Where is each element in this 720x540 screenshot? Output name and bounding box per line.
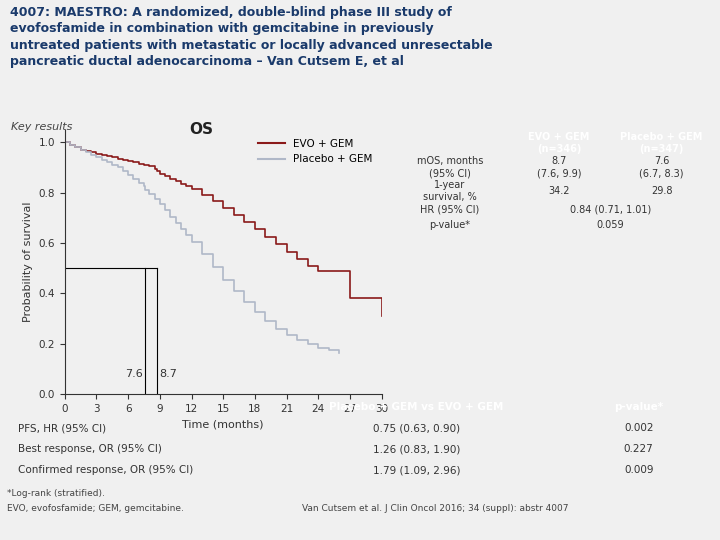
Text: 0.227: 0.227 [624,444,654,454]
Text: 8.7: 8.7 [159,369,177,379]
Text: 1-year
survival, %: 1-year survival, % [423,180,477,202]
Text: Placebo + GEM vs EVO + GEM: Placebo + GEM vs EVO + GEM [329,402,503,413]
Text: Van Cutsem et al. J Clin Oncol 2016; 34 (suppl): abstr 4007: Van Cutsem et al. J Clin Oncol 2016; 34 … [302,504,569,513]
Text: HR (95% CI): HR (95% CI) [420,205,480,215]
Text: 0.009: 0.009 [624,465,654,475]
Text: 0.002: 0.002 [624,423,654,433]
X-axis label: Time (months): Time (months) [182,420,264,429]
Text: 7.6: 7.6 [125,369,143,379]
Text: 0.059: 0.059 [596,220,624,229]
Text: OS: OS [189,122,214,137]
Text: 4007: MAESTRO: A randomized, double-blind phase III study of
evofosfamide in com: 4007: MAESTRO: A randomized, double-blin… [10,5,493,68]
Text: Confirmed response, OR (95% CI): Confirmed response, OR (95% CI) [18,465,193,475]
Text: 1.79 (1.09, 2.96): 1.79 (1.09, 2.96) [373,465,460,475]
Text: PFS, HR (95% CI): PFS, HR (95% CI) [18,423,106,433]
Text: 0.84 (0.71, 1.01): 0.84 (0.71, 1.01) [570,205,651,215]
Text: EVO, evofosfamide; GEM, gemcitabine.: EVO, evofosfamide; GEM, gemcitabine. [7,504,184,513]
Text: 1.26 (0.83, 1.90): 1.26 (0.83, 1.90) [373,444,460,454]
Y-axis label: Probability of survival: Probability of survival [23,201,33,322]
Text: EVO + GEM
(n=346): EVO + GEM (n=346) [528,132,590,154]
Text: 7.6
(6.7, 8.3): 7.6 (6.7, 8.3) [639,157,684,178]
Text: Best response, OR (95% CI): Best response, OR (95% CI) [18,444,161,454]
Text: Key results: Key results [11,122,72,132]
Text: 0.75 (0.63, 0.90): 0.75 (0.63, 0.90) [373,423,460,433]
Text: 29.8: 29.8 [651,186,672,196]
Text: 34.2: 34.2 [548,186,570,196]
Text: p-value*: p-value* [614,402,663,413]
Text: mOS, months
(95% CI): mOS, months (95% CI) [417,157,483,178]
Text: *Log-rank (stratified).: *Log-rank (stratified). [7,489,105,498]
Text: Placebo + GEM
(n=347): Placebo + GEM (n=347) [621,132,703,154]
Text: 8.7
(7.6, 9.9): 8.7 (7.6, 9.9) [536,157,581,178]
Text: p-value*: p-value* [430,220,471,229]
Legend: EVO + GEM, Placebo + GEM: EVO + GEM, Placebo + GEM [254,135,377,168]
